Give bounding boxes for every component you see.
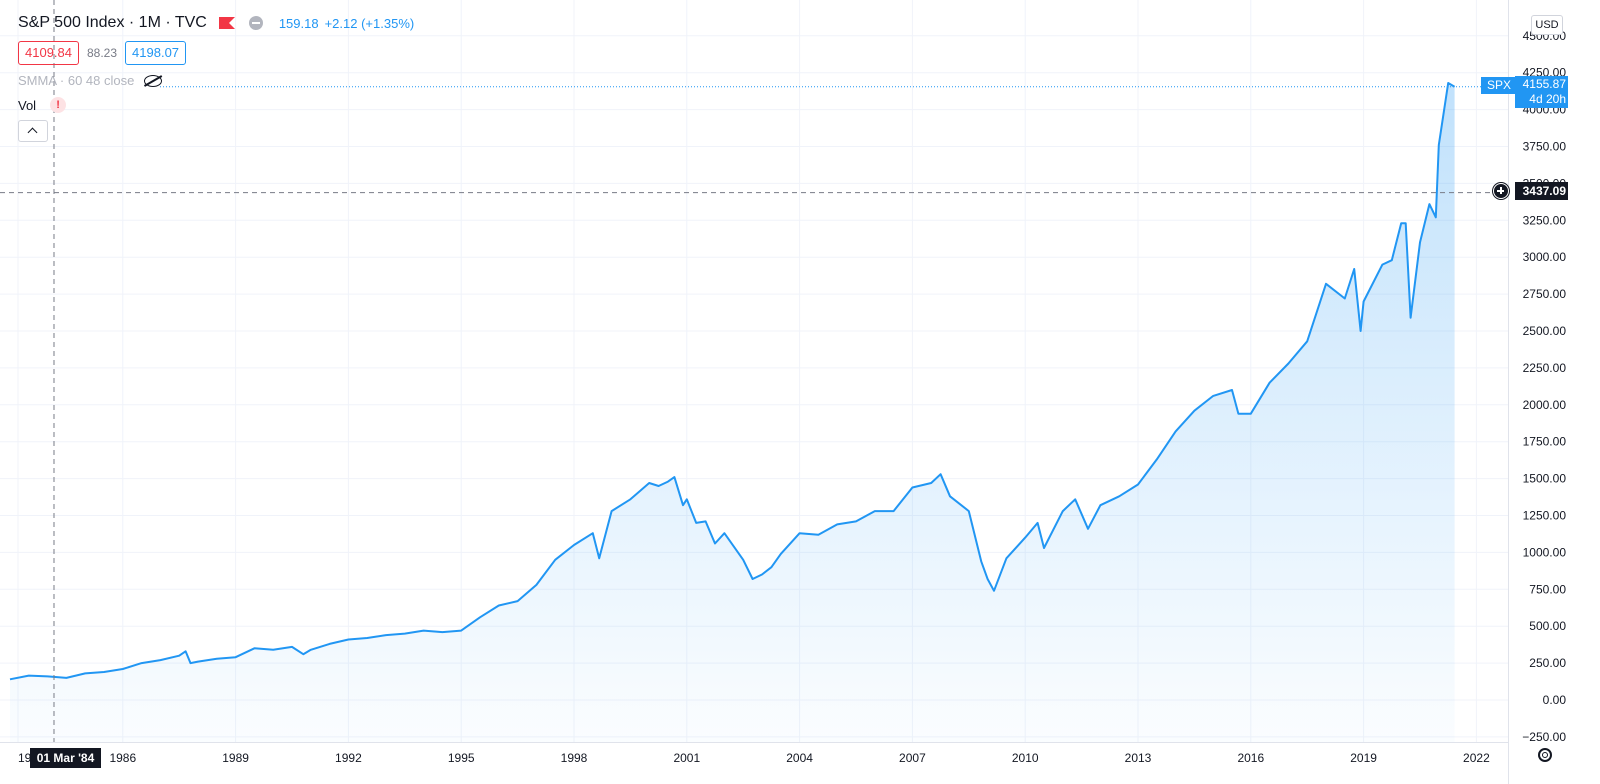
collapse-legend-button[interactable]	[18, 120, 48, 142]
price-axis[interactable]	[1508, 0, 1600, 784]
price-boxes: 4109.84 88.23 4198.07	[18, 41, 187, 65]
price-line	[9, 82, 1456, 681]
x-tick-label: 2007	[899, 751, 926, 765]
y-tick-label: 3000.00	[1523, 250, 1567, 264]
gear-icon[interactable]	[1538, 748, 1552, 762]
y-tick-label: 750.00	[1529, 582, 1566, 596]
plus-icon[interactable]	[1492, 182, 1510, 200]
crosshair-date-tag: 01 Mar '84	[30, 748, 101, 768]
price-area	[10, 83, 1455, 742]
x-tick-label: 1992	[335, 751, 362, 765]
volume-label[interactable]: Vol	[18, 97, 37, 113]
x-tick-label: 2010	[1012, 751, 1039, 765]
change-value: 159.18	[278, 15, 319, 31]
y-tick-label: 500.00	[1529, 619, 1566, 633]
x-tick-label: 1998	[561, 751, 588, 765]
change-percent: +2.12 (+1.35%)	[324, 15, 415, 31]
symbol-tag: SPX	[1481, 77, 1518, 94]
indicator-label[interactable]: SMMA · 60 48 close	[18, 73, 135, 88]
currency-button[interactable]: USD	[1531, 15, 1563, 35]
time-axis-border	[0, 742, 1508, 743]
flag-icon[interactable]	[218, 17, 235, 29]
x-tick-label: 2004	[786, 751, 813, 765]
spread-value: 88.23	[87, 46, 118, 60]
bar-countdown: 4d 20h	[1529, 92, 1566, 106]
y-tick-label: 3250.00	[1523, 213, 1567, 227]
y-tick-label: −250.00	[1522, 730, 1566, 744]
x-tick-label: 2022	[1463, 751, 1490, 765]
minus-icon[interactable]	[248, 16, 263, 30]
x-tick-label: 1986	[109, 751, 136, 765]
x-tick-label: 2016	[1237, 751, 1264, 765]
last-price: 4155.87	[1522, 77, 1566, 91]
y-tick-label: 250.00	[1529, 656, 1566, 670]
x-tick-label: 1989	[222, 751, 249, 765]
chart-legend: S&P 500 Index · 1M · TVC 159.18 +2.12 (+…	[18, 14, 414, 32]
x-tick-label: 2001	[673, 751, 700, 765]
y-tick-label: 1250.00	[1523, 509, 1567, 523]
y-tick-label: 0.00	[1543, 693, 1567, 707]
crosshair-price-tag: 3437.09	[1515, 182, 1568, 200]
y-tick-label: 1000.00	[1523, 545, 1567, 559]
x-tick-label: 1995	[448, 751, 475, 765]
alert-icon[interactable]: !	[50, 97, 67, 113]
x-tick-label: 2019	[1350, 751, 1377, 765]
bid-box[interactable]: 4109.84	[18, 41, 79, 65]
y-tick-label: 3750.00	[1523, 140, 1567, 154]
y-tick-label: 1500.00	[1523, 472, 1567, 486]
y-tick-label: 2000.00	[1523, 398, 1567, 412]
last-price-tag: 4155.87 4d 20h	[1515, 76, 1568, 108]
y-tick-label: 2500.00	[1523, 324, 1567, 338]
y-tick-label: 1750.00	[1523, 435, 1567, 449]
indicator-legend: SMMA · 60 48 close	[18, 73, 163, 88]
y-tick-label: 2750.00	[1523, 287, 1567, 301]
y-tick-label: 2250.00	[1523, 361, 1567, 375]
ask-box[interactable]: 4198.07	[125, 41, 187, 65]
volume-legend: Vol !	[18, 97, 67, 113]
symbol-title[interactable]: S&P 500 Index · 1M · TVC	[18, 14, 207, 31]
x-tick-label: 2013	[1125, 751, 1152, 765]
eye-hidden-icon[interactable]	[144, 74, 163, 87]
